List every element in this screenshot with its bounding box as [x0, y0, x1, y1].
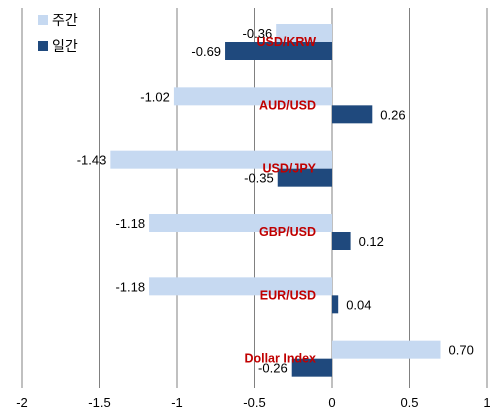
weekly-data-label: -1.02	[140, 89, 170, 104]
weekly-data-label: 0.70	[449, 343, 474, 358]
weekly-bar	[110, 150, 332, 169]
category-label: GBP/USD	[259, 225, 316, 239]
daily-bar	[277, 168, 332, 187]
x-tick-labels: -2 -1.5 -1 -0.5 0 0.5 1	[16, 395, 490, 410]
daily-data-label: 0.04	[346, 297, 371, 312]
category-labels: USD/KRW AUD/USD USD/JPY GBP/USD EUR/USD Dolla…	[244, 35, 316, 366]
daily-bar	[291, 358, 332, 377]
weekly-data-label: -0.36	[243, 26, 273, 41]
weekly-data-label: -1.43	[77, 153, 107, 168]
daily-data-label: -0.26	[258, 361, 288, 376]
daily-data-label: -0.69	[191, 44, 221, 59]
x-tick-label: -1	[171, 395, 183, 410]
weekly-data-label: -1.18	[115, 216, 145, 231]
x-tick-label: -1.5	[88, 395, 110, 410]
daily-bar	[225, 42, 332, 60]
x-tick-label: -0.5	[243, 395, 265, 410]
category-label: USD/KRW	[257, 35, 317, 49]
weekly-bar	[276, 24, 332, 42]
category-label: USD/JPY	[263, 162, 317, 176]
x-tick-label: 1	[483, 395, 490, 410]
daily-data-label: 0.26	[380, 107, 405, 122]
daily-data-label: -0.35	[244, 171, 274, 186]
legend-swatch-daily	[38, 41, 48, 51]
legend-label-daily: 일간	[52, 39, 78, 55]
data-labels: -0.36 -0.69 -1.02 0.26 -1.43 -0.35 -1.18 0.12 -1…	[77, 26, 474, 376]
weekly-bar	[173, 87, 332, 106]
daily-data-label: 0.12	[359, 234, 384, 249]
bars	[110, 24, 441, 377]
x-tick-label: -2	[16, 395, 28, 410]
x-tick-label: 0	[328, 395, 335, 410]
category-label: Dollar Index	[244, 352, 316, 366]
daily-bar	[332, 232, 351, 250]
daily-bar	[332, 295, 339, 314]
category-label: AUD/USD	[259, 98, 316, 112]
weekly-bar	[149, 214, 332, 232]
grid-lines	[21, 8, 488, 388]
daily-bar	[332, 105, 373, 124]
legend-label-weekly: 주간	[52, 13, 78, 29]
weekly-bar	[149, 277, 332, 296]
weekly-bar	[332, 340, 441, 359]
legend-swatch-weekly	[38, 15, 48, 25]
x-tick-label: 0.5	[400, 395, 418, 410]
category-label: EUR/USD	[260, 288, 316, 302]
weekly-data-label: -1.18	[115, 279, 145, 294]
